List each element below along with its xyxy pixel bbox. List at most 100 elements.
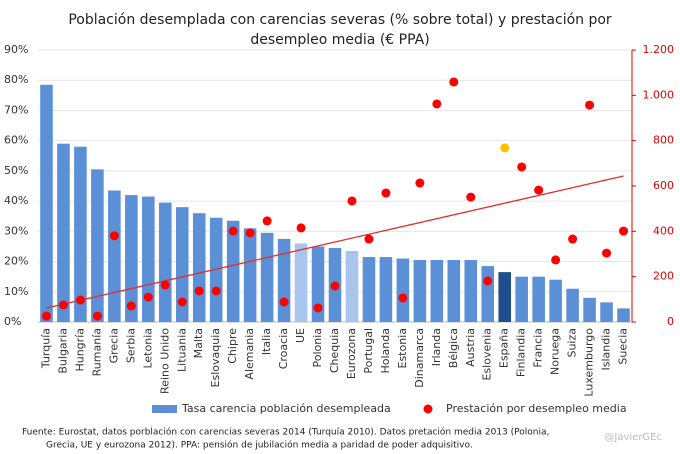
y-tick-label: 0% — [4, 315, 21, 328]
x-tick-label: Grecia — [107, 328, 120, 363]
point — [619, 226, 629, 236]
bar — [125, 195, 138, 322]
x-tick-label: Dinamarca — [413, 328, 426, 388]
point — [160, 280, 170, 290]
point — [500, 143, 510, 153]
x-tick-label: Noruega — [549, 328, 562, 375]
bar — [515, 276, 528, 322]
point — [279, 297, 289, 307]
bar — [583, 297, 596, 322]
source-note: Grecia, UE y eurozona 2012). PPA: pensió… — [46, 440, 473, 451]
x-tick-label: Eslovenia — [481, 328, 494, 381]
bar — [430, 260, 444, 322]
legend-swatch — [423, 404, 433, 414]
point — [143, 292, 153, 302]
y2-tick-label: 0 — [667, 315, 674, 328]
bar — [464, 260, 478, 322]
x-tick-label: Turquía — [39, 328, 52, 369]
bar — [396, 258, 410, 322]
point — [245, 228, 255, 238]
bar — [91, 169, 104, 322]
point — [551, 255, 561, 265]
y2-tick-label: 600 — [653, 179, 674, 192]
point — [432, 99, 442, 109]
bar — [175, 207, 189, 322]
point — [126, 301, 136, 311]
bar — [311, 246, 325, 322]
y-tick-label: 40% — [4, 194, 28, 207]
bar — [566, 288, 579, 322]
x-tick-label: UE — [294, 328, 307, 343]
point — [602, 248, 612, 258]
bar — [447, 260, 461, 322]
point — [517, 162, 527, 172]
x-tick-label: Hungría — [73, 328, 86, 372]
x-tick-label: Islandia — [600, 328, 613, 371]
bar — [226, 220, 240, 322]
x-tick-label: Bulgaria — [56, 328, 69, 374]
y2-tick-label: 1.000 — [643, 88, 675, 101]
y-tick-label: 90% — [4, 43, 28, 56]
point — [381, 188, 391, 198]
bar — [532, 276, 545, 322]
point — [398, 293, 408, 303]
bar — [294, 243, 308, 322]
point — [313, 303, 323, 313]
point — [568, 234, 578, 244]
x-tick-label: Luxemburgo — [583, 328, 596, 397]
x-tick-label: Alemania — [243, 328, 256, 380]
point — [330, 281, 340, 291]
bar — [617, 308, 630, 322]
point — [449, 77, 459, 87]
point — [75, 295, 85, 305]
x-tick-label: Eslovaquia — [209, 328, 222, 387]
bar — [108, 190, 121, 322]
point — [41, 311, 51, 321]
x-tick-label: Estonia — [396, 328, 409, 369]
y2-tick-label: 1.200 — [643, 43, 675, 56]
bar — [142, 196, 155, 322]
legend-label: Prestación por desempleo media — [446, 402, 627, 415]
y2-tick-label: 400 — [653, 224, 674, 237]
x-tick-label: España — [498, 328, 511, 368]
x-tick-label: Polonia — [311, 328, 324, 368]
x-tick-label: Francia — [532, 328, 545, 368]
x-tick-label: Holanda — [379, 328, 392, 374]
x-tick-label: Chequia — [328, 328, 341, 373]
x-tick-label: Lituania — [175, 328, 188, 372]
point — [415, 178, 425, 188]
point — [92, 311, 102, 321]
bar — [498, 272, 511, 322]
y-tick-label: 60% — [4, 134, 28, 147]
bar — [379, 257, 393, 322]
legend-swatch — [152, 405, 177, 413]
bar — [600, 302, 613, 322]
bar — [243, 228, 257, 322]
y-tick-label: 50% — [4, 164, 28, 177]
chart-title: Población desemplada con carencias sever… — [68, 12, 612, 28]
x-tick-label: Bélgica — [447, 328, 460, 368]
bar — [159, 202, 172, 322]
bar — [74, 146, 87, 322]
bar — [549, 279, 562, 322]
bar — [413, 260, 427, 322]
x-tick-label: Eurozona — [345, 328, 358, 379]
x-tick-label: Italia — [260, 328, 273, 355]
bar — [192, 213, 206, 322]
x-tick-label: Croacia — [277, 328, 290, 369]
x-tick-label: Chipre — [226, 328, 239, 364]
point — [262, 216, 272, 226]
bar — [57, 143, 70, 322]
point — [483, 276, 493, 286]
y-tick-label: 30% — [4, 224, 28, 237]
y-tick-label: 80% — [4, 73, 28, 86]
bar — [40, 84, 53, 322]
point — [177, 297, 187, 307]
x-tick-label: Austria — [464, 328, 477, 367]
y-tick-label: 70% — [4, 103, 28, 116]
point — [109, 231, 119, 241]
x-tick-label: Letonia — [141, 328, 154, 369]
y2-tick-label: 200 — [653, 270, 674, 283]
point — [347, 196, 357, 206]
